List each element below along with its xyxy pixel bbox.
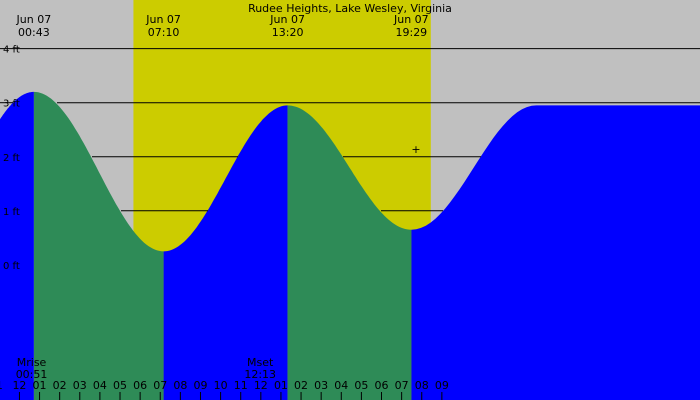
chart-marker-plus: + (411, 143, 420, 156)
falling-tide-area (287, 105, 412, 400)
hour-label: 06 (133, 379, 147, 392)
hour-label: 12 (12, 379, 26, 392)
hour-label: 08 (415, 379, 429, 392)
hour-label: 08 (173, 379, 187, 392)
hour-label: 12 (254, 379, 268, 392)
extreme-time-label: 00:43 (18, 26, 50, 39)
tide-areas (0, 91, 700, 400)
falling-tide-area (33, 91, 164, 400)
hour-label: 03 (314, 379, 328, 392)
y-tick-label-4ft: 4 ft (3, 45, 20, 56)
hour-label: 05 (354, 379, 368, 392)
extreme-date-label: Jun 07 (269, 13, 305, 26)
rising-tide-area (163, 105, 288, 400)
moon-event-label: Mset (247, 356, 274, 369)
gridlines (0, 48, 700, 212)
moon-event-time: 12:13 (244, 368, 276, 381)
moon-event-time: 00:51 (16, 368, 48, 381)
hour-axis: 1 12 01 02 03 04 05 06 07 08 09 10 11 12 01 02 03 04 05 06 0… (0, 379, 449, 400)
y-axis-ticks: 0 ft 1 ft 2 ft 3 ft 4 ft (3, 45, 20, 272)
hour-label: 05 (113, 379, 127, 392)
hour-label: 10 (214, 379, 228, 392)
hour-label: 09 (435, 379, 449, 392)
extreme-time-label: 19:29 (395, 26, 427, 39)
y-tick-label-1ft: 1 ft (3, 207, 20, 218)
y-tick-label-0ft: 0 ft (3, 261, 20, 272)
extreme-date-label: Jun 07 (393, 13, 429, 26)
hour-label: 06 (375, 379, 389, 392)
hour-label: 07 (395, 379, 409, 392)
moon-event-label: Mrise (17, 356, 47, 369)
y-tick-label-2ft: 2 ft (3, 153, 20, 164)
hour-label: 04 (334, 379, 348, 392)
hour-label: 02 (294, 379, 308, 392)
hour-label: 09 (193, 379, 207, 392)
hour-label: 02 (53, 379, 67, 392)
hour-label: 04 (93, 379, 107, 392)
extreme-date-label: Jun 07 (145, 13, 181, 26)
extreme-time-label: 07:10 (148, 26, 180, 39)
y-tick-label-3ft: 3 ft (3, 99, 20, 110)
hour-label: 03 (73, 379, 87, 392)
chart-title: Rudee Heights, Lake Wesley, Virginia (248, 2, 452, 15)
rising-tide-area (411, 105, 700, 400)
rising-tide-area (0, 91, 34, 400)
hour-label: 01 (33, 379, 47, 392)
hour-label: 01 (274, 379, 288, 392)
hour-label: 11 (234, 379, 248, 392)
hour-label: 07 (153, 379, 167, 392)
extreme-time-label: 13:20 (272, 26, 304, 39)
extreme-date-label: Jun 07 (16, 13, 52, 26)
hour-label: 1 (0, 379, 3, 392)
